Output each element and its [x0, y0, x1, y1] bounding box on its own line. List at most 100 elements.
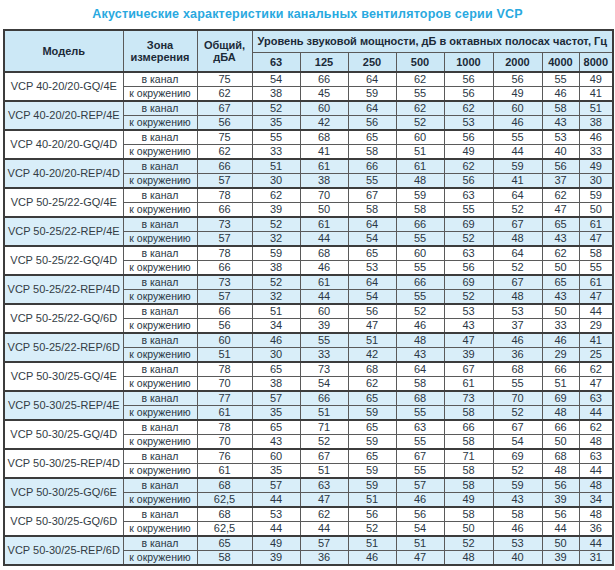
spl-value-cell: 62 — [542, 246, 579, 261]
model-cell: VCP 50-25/22-REP/4D — [4, 275, 123, 304]
total-dba-cell: 66 — [197, 203, 252, 218]
spl-value-cell: 32 — [252, 290, 300, 305]
total-dba-cell: 70 — [197, 435, 252, 450]
spl-value-cell: 56 — [444, 72, 493, 87]
spl-value-cell: 65 — [252, 362, 300, 377]
spl-value-cell: 65 — [348, 246, 396, 261]
spl-value-cell: 47 — [300, 493, 348, 508]
spl-value-cell: 46 — [396, 319, 444, 334]
spl-value-cell: 51 — [396, 536, 444, 551]
spl-value-cell: 51 — [300, 406, 348, 421]
total-dba-cell: 78 — [197, 246, 252, 261]
spl-value-cell: 69 — [444, 217, 493, 232]
total-dba-cell: 73 — [197, 275, 252, 290]
spl-value-cell: 41 — [300, 145, 348, 160]
spl-value-cell: 68 — [300, 246, 348, 261]
spl-value-cell: 66 — [348, 159, 396, 174]
spl-value-cell: 62 — [444, 101, 493, 116]
zone-cell: в канал — [123, 217, 197, 232]
zone-cell: к окружению — [123, 319, 197, 334]
total-dba-cell: 78 — [197, 188, 252, 203]
spl-value-cell: 67 — [493, 217, 542, 232]
spl-value-cell: 49 — [252, 536, 300, 551]
spl-value-cell: 46 — [542, 333, 579, 348]
spl-value-cell: 71 — [444, 449, 493, 464]
spl-value-cell: 53 — [493, 536, 542, 551]
spl-value-cell: 25 — [579, 348, 613, 363]
spl-value-cell: 44 — [542, 522, 579, 537]
table-row: VCP 50-30/25-GQ/4Eв канал786573686467686… — [4, 362, 613, 377]
spl-value-cell: 64 — [493, 188, 542, 203]
spl-value-cell: 30 — [579, 174, 613, 189]
model-cell: VCP 50-30/25-REP/4D — [4, 449, 123, 478]
spl-value-cell: 51 — [542, 377, 579, 392]
spl-value-cell: 65 — [542, 217, 579, 232]
spl-value-cell: 34 — [252, 319, 300, 334]
spl-value-cell: 43 — [542, 116, 579, 131]
spl-value-cell: 61 — [444, 377, 493, 392]
spl-value-cell: 55 — [396, 464, 444, 479]
spl-value-cell: 66 — [444, 420, 493, 435]
spl-value-cell: 48 — [542, 464, 579, 479]
spl-value-cell: 61 — [300, 217, 348, 232]
spl-value-cell: 68 — [300, 130, 348, 145]
total-dba-cell: 75 — [197, 72, 252, 87]
zone-cell: в канал — [123, 478, 197, 493]
spl-value-cell: 44 — [300, 522, 348, 537]
zone-cell: к окружению — [123, 464, 197, 479]
spl-value-cell: 62 — [542, 188, 579, 203]
spl-value-cell: 44 — [300, 232, 348, 247]
spl-value-cell: 60 — [252, 449, 300, 464]
header-zone: Зона измерения — [123, 30, 197, 72]
table-row: VCP 50-25/22-GQ/4Eв канал786270675963646… — [4, 188, 613, 203]
spl-value-cell: 43 — [444, 319, 493, 334]
total-dba-cell: 65 — [197, 536, 252, 551]
spl-value-cell: 29 — [579, 319, 613, 334]
zone-cell: к окружению — [123, 203, 197, 218]
spl-value-cell: 65 — [348, 391, 396, 406]
table-row: VCP 50-30/25-REP/6Dв канал65495751515253… — [4, 536, 613, 551]
spl-value-cell: 66 — [396, 217, 444, 232]
spl-value-cell: 38 — [300, 174, 348, 189]
spl-value-cell: 35 — [252, 406, 300, 421]
spl-value-cell: 32 — [252, 232, 300, 247]
spl-value-cell: 64 — [348, 275, 396, 290]
spl-value-cell: 48 — [444, 551, 493, 566]
spl-value-cell: 61 — [300, 275, 348, 290]
spl-value-cell: 51 — [348, 536, 396, 551]
page-title: Акустические характеристики канальных ве… — [0, 0, 615, 21]
acoustic-table: Модель Зона измерения Общий, дБА Уровень… — [3, 29, 614, 566]
spl-value-cell: 51 — [348, 493, 396, 508]
spl-value-cell: 56 — [396, 507, 444, 522]
spl-value-cell: 58 — [444, 435, 493, 450]
spl-value-cell: 59 — [348, 478, 396, 493]
spl-value-cell: 67 — [396, 449, 444, 464]
spl-value-cell: 38 — [579, 116, 613, 131]
total-dba-cell: 76 — [197, 449, 252, 464]
table-header: Модель Зона измерения Общий, дБА Уровень… — [4, 30, 613, 72]
spl-value-cell: 50 — [542, 536, 579, 551]
spl-value-cell: 58 — [444, 464, 493, 479]
spl-value-cell: 40 — [493, 551, 542, 566]
spl-value-cell: 61 — [579, 275, 613, 290]
zone-cell: к окружению — [123, 290, 197, 305]
spl-value-cell: 70 — [300, 188, 348, 203]
spl-value-cell: 60 — [493, 101, 542, 116]
spl-value-cell: 39 — [252, 203, 300, 218]
spl-value-cell: 52 — [493, 261, 542, 276]
spl-value-cell: 58 — [348, 203, 396, 218]
spl-value-cell: 55 — [300, 333, 348, 348]
spl-value-cell: 52 — [493, 406, 542, 421]
spl-value-cell: 65 — [348, 420, 396, 435]
table-row: VCP 50-25/22-REP/4Eв канал73526164666967… — [4, 217, 613, 232]
table-row: VCP 50-25/22-GQ/6Dв канал665160565253535… — [4, 304, 613, 319]
spl-value-cell: 58 — [579, 246, 613, 261]
zone-cell: к окружению — [123, 522, 197, 537]
spl-value-cell: 51 — [396, 145, 444, 160]
spl-value-cell: 51 — [300, 464, 348, 479]
spl-value-cell: 71 — [300, 420, 348, 435]
spl-value-cell: 44 — [252, 522, 300, 537]
spl-value-cell: 39 — [300, 319, 348, 334]
total-dba-cell: 67 — [197, 101, 252, 116]
total-dba-cell: 51 — [197, 348, 252, 363]
